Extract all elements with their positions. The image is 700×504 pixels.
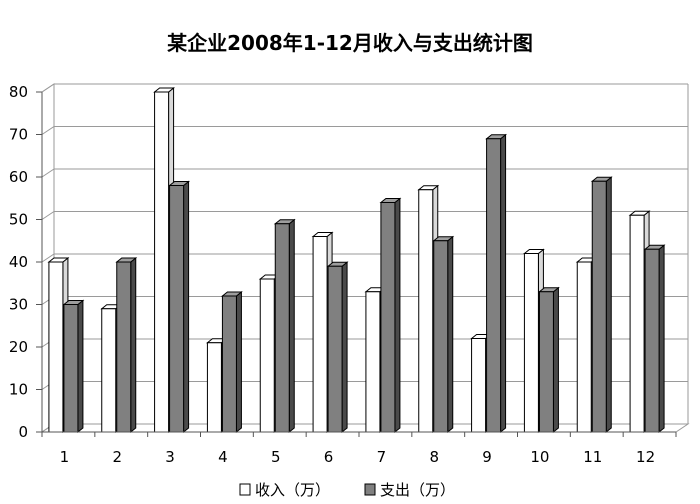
x-tick-label: 6	[324, 448, 334, 466]
bar-side	[658, 244, 665, 434]
gridline	[41, 83, 688, 93]
bar-side	[394, 197, 401, 434]
bar-expense	[591, 180, 607, 433]
x-tick-label: 2	[112, 448, 122, 466]
bar-side	[605, 176, 612, 434]
bar-income	[523, 253, 539, 433]
y-tick-label: 10	[9, 381, 28, 399]
x-axis-ticks: 1 2 3 4 5 6 7 8 9 10 11 12	[41, 431, 677, 466]
chart-title: 某企业2008年1-12月收入与支出统计图	[167, 31, 533, 55]
bar-income	[206, 342, 222, 433]
y-tick-label: 30	[9, 296, 28, 314]
bar-expense	[274, 223, 290, 433]
x-tick-label: 9	[482, 448, 492, 466]
bar-expense	[486, 138, 502, 433]
bar-side	[130, 256, 137, 434]
y-tick-label: 0	[18, 423, 28, 441]
bar-side	[235, 290, 242, 434]
bar-expense	[221, 295, 237, 433]
x-tick-label: 5	[271, 448, 281, 466]
x-tick-label: 12	[636, 448, 655, 466]
bar-expense	[380, 202, 396, 433]
bar-side	[183, 180, 190, 434]
gridline	[41, 253, 688, 263]
bar-expense	[644, 248, 660, 433]
bar-side	[77, 299, 84, 434]
x-tick-label: 4	[218, 448, 228, 466]
bars	[47, 86, 666, 434]
bar-expense	[116, 261, 132, 433]
gridline	[41, 126, 688, 135]
x-tick-label: 3	[165, 448, 175, 466]
bar-expense	[327, 265, 343, 433]
y-tick-label: 20	[9, 338, 28, 356]
bar-income	[259, 278, 275, 433]
legend-label: 支出（万）	[380, 481, 455, 499]
legend-swatch	[364, 483, 376, 496]
bar-expense	[433, 240, 449, 433]
bar-side	[500, 133, 507, 434]
y-tick-label: 70	[9, 126, 28, 144]
x-tick-label: 1	[60, 448, 70, 466]
gridline	[41, 168, 688, 178]
bar-income	[471, 338, 487, 433]
bar-income	[154, 91, 170, 433]
x-tick-label: 11	[583, 448, 602, 466]
bar-expense	[538, 291, 554, 433]
x-tick-label: 7	[377, 448, 387, 466]
bar-side	[341, 261, 348, 434]
bar-expense	[63, 304, 79, 433]
y-tick-label: 60	[9, 168, 28, 186]
bar-side	[288, 218, 295, 434]
bar-income	[576, 261, 592, 433]
y-axis-ticks: 0 10 20 30 40 50 60 70 80	[9, 83, 43, 441]
legend-label: 收入（万）	[255, 481, 330, 499]
bar-income	[48, 261, 64, 433]
bar-side	[447, 235, 454, 434]
y-tick-label: 80	[9, 83, 28, 101]
bar-income	[365, 291, 381, 433]
bar-income	[101, 308, 117, 433]
x-tick-label: 8	[429, 448, 439, 466]
bar-side	[552, 286, 559, 434]
bar-income	[418, 189, 434, 433]
bar-income	[629, 214, 645, 433]
gridline	[41, 211, 688, 220]
x-tick-label: 10	[530, 448, 549, 466]
y-tick-label: 50	[9, 211, 28, 229]
legend: 收入（万） 支出（万）	[239, 481, 455, 499]
bar-income	[312, 236, 328, 433]
bar-expense	[169, 185, 185, 433]
legend-swatch	[239, 483, 251, 496]
y-tick-label: 40	[9, 253, 28, 271]
